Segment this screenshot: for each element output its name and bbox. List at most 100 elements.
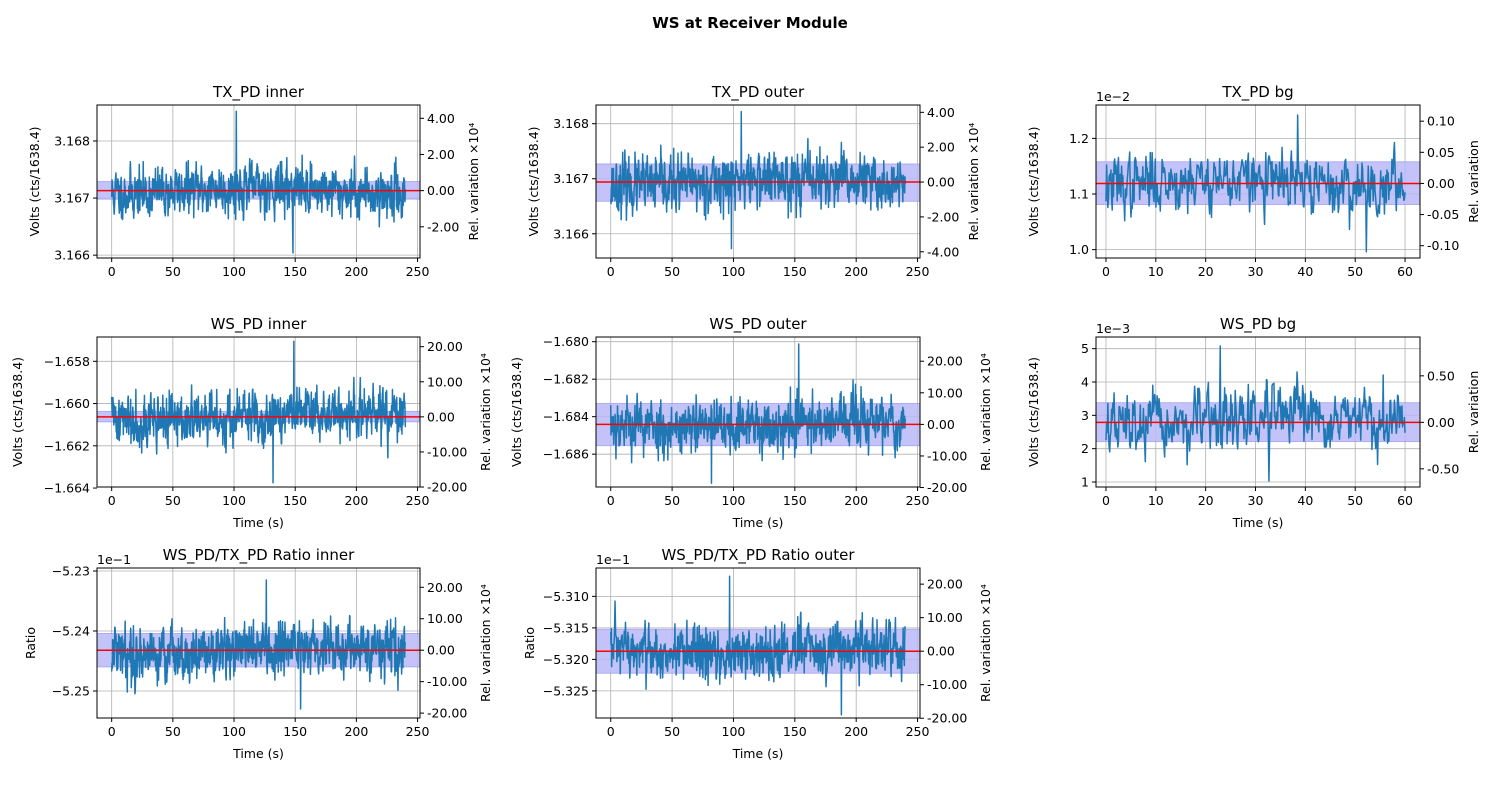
y-tick-label: −1.684 <box>543 409 589 424</box>
y2-tick-label: 10.00 <box>427 611 463 626</box>
x-tick-label: 150 <box>283 724 307 739</box>
y-axis-label: Ratio <box>23 627 38 659</box>
x-tick-label: 50 <box>165 493 181 508</box>
x-tick-label: 100 <box>222 264 246 279</box>
y-tick-label: −5.23 <box>52 564 90 579</box>
x-tick-label: 150 <box>283 493 307 508</box>
y-tick-label: −1.686 <box>543 447 589 462</box>
y2-axis-label: Rel. variation ×10⁴ <box>478 584 493 702</box>
x-tick-label: 250 <box>906 264 930 279</box>
x-tick-label: 200 <box>844 264 868 279</box>
x-tick-label: 40 <box>1297 493 1313 508</box>
y-tick-label: 5 <box>1081 341 1089 356</box>
x-tick-label: 0 <box>108 264 116 279</box>
subplot-title: WS_PD bg <box>1220 315 1296 334</box>
y-tick-label: −1.660 <box>44 396 90 411</box>
y2-axis-label: Rel. variation ×10⁴ <box>978 353 993 471</box>
series-trace <box>609 575 907 716</box>
subplot-title: WS_PD/TX_PD Ratio inner <box>163 546 355 565</box>
y-axis-label: Ratio <box>522 627 537 659</box>
subplot-4: 0 50 100 150 200 250 −1.664 −1.662 −1.660 −1.658 -… <box>10 315 493 530</box>
figure-title: WS at Receiver Module <box>652 14 848 32</box>
y-tick-label: 3.168 <box>54 133 90 148</box>
x-tick-label: 30 <box>1248 264 1264 279</box>
x-tick-label: 0 <box>607 724 615 739</box>
y2-tick-label: 0.00 <box>1427 415 1455 430</box>
y-tick-label: 2 <box>1081 441 1089 456</box>
y2-axis-label: Rel. variation <box>1466 371 1481 454</box>
x-tick-label: 100 <box>222 724 246 739</box>
y2-tick-label: 0.10 <box>1427 114 1455 129</box>
y2-tick-label: -10.00 <box>427 674 467 689</box>
y2-tick-label: -4.00 <box>927 244 959 259</box>
y-axis-label: Volts (cts/1638.4) <box>10 357 25 467</box>
y2-tick-label: 0.00 <box>427 183 455 198</box>
axes-frame <box>1095 104 1421 259</box>
y-tick-label: −1.664 <box>44 481 90 496</box>
y-tick-label: 1 <box>1081 475 1089 490</box>
y2-tick-label: -20.00 <box>427 480 467 495</box>
y2-tick-label: 20.00 <box>427 339 463 354</box>
x-tick-label: 50 <box>165 264 181 279</box>
x-tick-label: 250 <box>406 724 430 739</box>
y2-tick-label: 0.00 <box>927 644 955 659</box>
y2-axis-label: Rel. variation ×10⁴ <box>966 123 981 241</box>
y-tick-label: 4 <box>1081 375 1089 390</box>
y2-tick-label: 0.00 <box>927 417 955 432</box>
subplot-title: TX_PD inner <box>212 83 305 102</box>
axis-multiplier: 1e−3 <box>1096 321 1130 336</box>
y-tick-label: 3 <box>1081 408 1089 423</box>
x-tick-label: 0 <box>607 264 615 279</box>
x-tick-label: 100 <box>722 724 746 739</box>
axes-frame <box>96 104 421 259</box>
y-tick-label: −1.682 <box>543 372 589 387</box>
x-tick-label: 150 <box>283 264 307 279</box>
y2-tick-label: 2.00 <box>427 147 455 162</box>
subplot-title: WS_PD inner <box>211 315 308 334</box>
y2-tick-label: 10.00 <box>427 374 463 389</box>
subplot-2: 0 50 100 150 200 250 3.166 3.167 3.168 4.00 2.00 0.… <box>526 83 981 279</box>
subplot-title: TX_PD outer <box>711 83 805 102</box>
subplot-title: TX_PD bg <box>1221 83 1293 102</box>
y2-tick-label: 0.00 <box>427 643 455 658</box>
x-tick-label: 200 <box>844 724 868 739</box>
y2-tick-label: 0.00 <box>927 175 955 190</box>
y-axis-label: Volts (cts/1638.4) <box>1026 126 1041 236</box>
x-tick-label: 50 <box>1347 493 1363 508</box>
y2-axis-label: Rel. variation <box>1466 140 1481 223</box>
y-tick-label: −5.325 <box>543 683 589 698</box>
x-tick-label: 200 <box>844 493 868 508</box>
x-tick-label: 0 <box>1102 264 1110 279</box>
y-tick-label: −5.25 <box>52 684 90 699</box>
axes-frame <box>1095 336 1421 488</box>
y2-axis-label: Rel. variation ×10⁴ <box>978 584 993 702</box>
y-axis-label: Volts (cts/1638.4) <box>27 126 42 236</box>
subplot-6: 0 10 20 30 40 50 60 1 2 3 4 5 0.50 0.00 -0.50 WS_PD bg T… <box>1026 315 1481 530</box>
x-tick-label: 0 <box>607 493 615 508</box>
x-axis-label: Time (s) <box>1232 515 1284 530</box>
y2-tick-label: 0.50 <box>1427 368 1455 383</box>
y2-tick-label: -20.00 <box>927 480 967 495</box>
x-axis-label: Time (s) <box>232 746 284 761</box>
x-tick-label: 50 <box>1347 264 1363 279</box>
x-tick-label: 150 <box>783 493 807 508</box>
y2-tick-label: -20.00 <box>427 706 467 721</box>
y2-axis-label: Rel. variation ×10⁴ <box>466 123 481 241</box>
y-tick-label: 3.166 <box>553 226 589 241</box>
y-tick-label: −5.24 <box>52 624 90 639</box>
y2-tick-label: 0.00 <box>427 409 455 424</box>
subplot-3: 0 10 20 30 40 50 60 1.0 1.1 1.2 0.10 0.05 0.00 -0.05 -… <box>1026 83 1481 279</box>
series-trace <box>609 110 907 250</box>
x-tick-label: 50 <box>664 724 680 739</box>
x-tick-label: 200 <box>344 724 368 739</box>
y2-tick-label: -10.00 <box>927 448 967 463</box>
subplot-5: 0 50 100 150 200 250 −1.686 −1.684 −1.682 −1.680 -… <box>509 315 993 530</box>
y-axis-label: Volts (cts/1638.4) <box>526 126 541 236</box>
y-tick-label: 1.0 <box>1069 242 1089 257</box>
x-tick-label: 10 <box>1148 264 1164 279</box>
x-tick-label: 0 <box>1102 493 1110 508</box>
y-tick-label: 1.2 <box>1069 131 1089 146</box>
y-tick-label: −5.320 <box>543 652 589 667</box>
y2-tick-label: 20.00 <box>427 580 463 595</box>
